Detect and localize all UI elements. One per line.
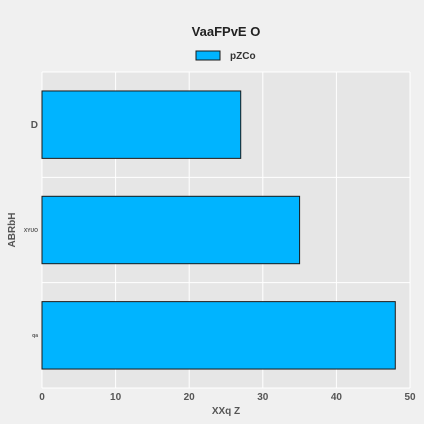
x-tick-label-1: 10 [110,392,122,403]
x-tick-label-2: 20 [184,392,196,403]
bar-qa [41,301,396,370]
y-tick-label-2: qa [32,333,38,339]
legend-label: pZCo [230,51,256,62]
y-tick-labels: D XYUO qa [24,120,38,339]
y-axis-label: ABRbH [7,213,18,248]
x-axis-label: XXq Z [212,406,240,417]
legend: pZCo [195,50,256,62]
x-tick-label-4: 40 [331,392,343,403]
legend-swatch [195,50,221,61]
bar-D [41,90,242,159]
y-tick-label-1: XYUO [24,228,38,234]
bar-XYUO [41,195,301,265]
x-tick-label-5: 50 [404,392,416,403]
y-tick-label-0: D [31,120,38,131]
x-tick-labels: 0 10 20 30 40 50 [39,392,416,403]
chart-title: VaaFPvE O [192,24,261,39]
x-tick-label-0: 0 [39,392,45,403]
bars [41,90,396,370]
x-tick-label-3: 30 [257,392,269,403]
